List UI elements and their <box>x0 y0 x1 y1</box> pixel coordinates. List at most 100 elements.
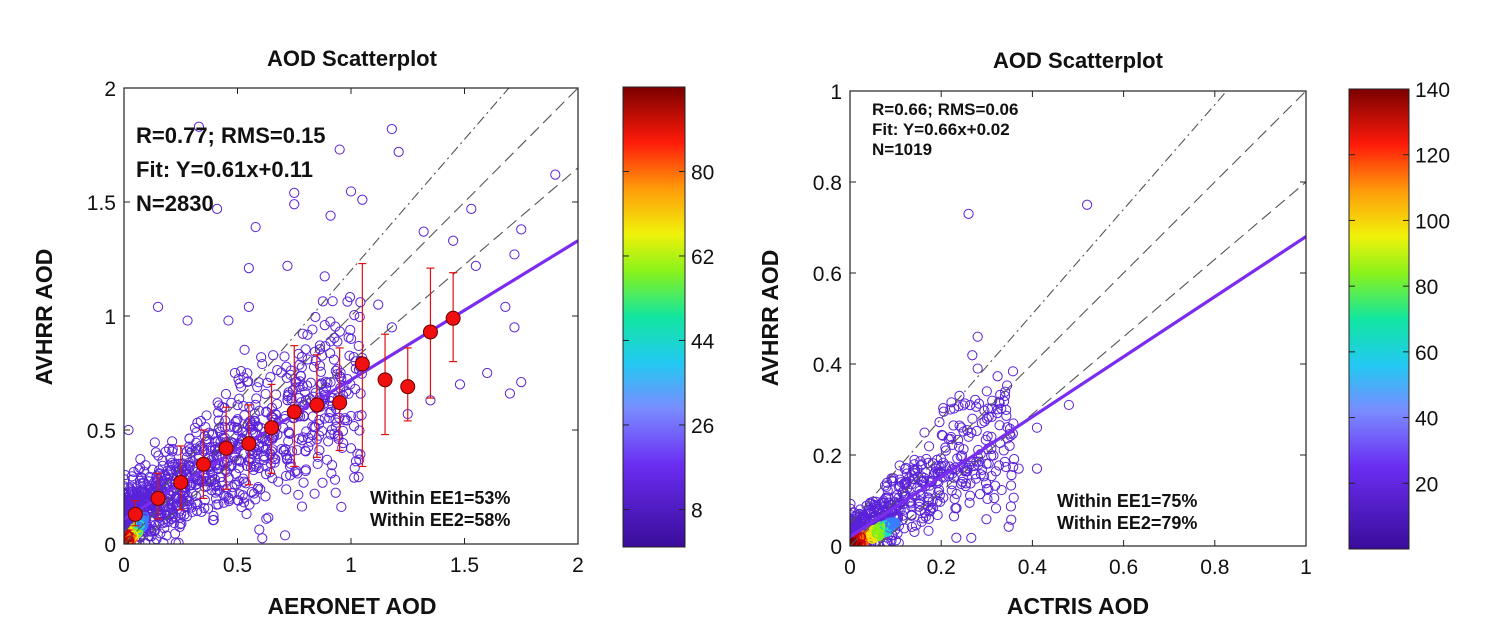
scatter-point <box>896 477 907 488</box>
colorbar-tick-label: 60 <box>1415 342 1438 365</box>
scatter-point <box>330 487 341 498</box>
scatter-point <box>261 461 272 472</box>
scatter-point <box>980 478 992 489</box>
colorbar-tick-label: 62 <box>691 246 714 269</box>
stat-correlation: R=0.77; RMS=0.15 <box>136 123 326 148</box>
colorbar-tick-label: 80 <box>1415 276 1438 299</box>
colorbar: 8 26 44 62 80 <box>622 86 715 548</box>
scatter-point <box>164 508 175 519</box>
scatter-point <box>957 476 968 487</box>
density-point <box>124 535 135 544</box>
scatter-point <box>1007 366 1019 377</box>
scatter-point <box>959 398 971 409</box>
scatter-point <box>240 478 252 489</box>
fit-line <box>850 235 1306 539</box>
scatter-point <box>124 499 135 510</box>
scatter-point <box>214 426 226 437</box>
scatter-point <box>281 454 293 465</box>
scatter-point <box>995 389 1006 400</box>
density-cloud <box>850 350 1020 546</box>
x-tick-label: 1.5 <box>450 554 479 577</box>
scatter-point <box>207 428 219 439</box>
scatter-point <box>243 301 254 312</box>
scatter-point <box>255 484 266 495</box>
scatter-point <box>269 457 280 468</box>
scatter-point <box>325 348 336 359</box>
scatter-point <box>356 410 367 421</box>
scatter-point <box>955 451 966 462</box>
scatter-point <box>208 510 219 522</box>
scatter-point <box>920 511 931 522</box>
scatter-point <box>167 446 178 457</box>
scatter-point <box>235 381 247 393</box>
scatter-point <box>982 403 994 414</box>
scatter-point <box>994 420 1005 431</box>
scatter-panel-aeronet: AOD Scatterplot 0 0.5 1 1.5 2 0 0.5 1 1.5 2 R=0.7… <box>31 46 715 619</box>
scatter-point <box>325 210 336 221</box>
scatter-point <box>963 431 974 442</box>
scatter-point <box>970 469 981 480</box>
scatter-point <box>183 457 195 468</box>
scatter-point <box>233 374 244 385</box>
scatter-point <box>152 301 164 312</box>
y-tick-label: 0.5 <box>87 420 116 443</box>
scatter-point <box>981 458 992 470</box>
scatter-point <box>923 525 934 536</box>
scatter-point <box>990 466 1002 477</box>
binned-mean-point <box>354 356 370 372</box>
y-tick-label: 0 <box>830 536 842 559</box>
stat-fit: Fit: Y=0.66x+0.02 <box>872 120 1010 139</box>
scatter-point <box>254 405 265 416</box>
scatter-point <box>124 515 131 526</box>
scatter-point <box>296 397 307 408</box>
scatter-point <box>893 492 904 504</box>
scatter-point <box>928 502 939 513</box>
scatter-point <box>295 371 307 382</box>
scatter-point <box>201 410 212 421</box>
scatter-point <box>349 472 360 483</box>
scatter-point <box>158 537 169 544</box>
binned-mean-point <box>264 420 280 436</box>
scatter-point <box>319 271 330 282</box>
binned-mean-point <box>400 379 416 395</box>
scatter-point <box>286 446 298 457</box>
scatter-point <box>999 456 1010 467</box>
scatter-point <box>124 469 131 481</box>
scatter-point <box>302 354 313 365</box>
scatter-point <box>150 447 161 458</box>
scatter-point <box>466 203 477 214</box>
scatter-point <box>238 497 250 508</box>
density-point <box>886 518 897 529</box>
scatter-point <box>252 448 263 460</box>
scatter-point <box>307 324 318 335</box>
scatter-point <box>262 377 273 388</box>
scatter-point <box>264 467 276 478</box>
scatter-point <box>170 537 181 544</box>
scatter-point <box>910 520 922 531</box>
binned-mean-point <box>309 397 325 413</box>
y-axis-label: AVHRR AOD <box>31 249 57 386</box>
y-tick-label: 2 <box>104 78 116 101</box>
scatter-point <box>147 506 158 518</box>
scatter-point <box>981 413 992 424</box>
scatter-point <box>874 499 885 510</box>
scatter-point <box>963 208 974 219</box>
scatter-point <box>213 415 224 426</box>
scatter-point <box>935 453 946 464</box>
scatter-point <box>341 386 352 397</box>
scatter-point <box>916 459 927 470</box>
scatter-point <box>504 388 515 399</box>
scatter-point <box>322 377 333 388</box>
scatter-point <box>164 443 175 455</box>
scatter-point <box>253 463 264 474</box>
scatter-point <box>344 350 355 361</box>
scatter-point <box>136 472 147 483</box>
scatter-point <box>1008 492 1019 503</box>
binned-mean-point <box>173 474 189 490</box>
scatter-point <box>906 470 917 481</box>
scatter-point <box>899 464 911 475</box>
x-axis-label: ACTRIS AOD <box>1007 593 1149 619</box>
colorbar-tick-label: 100 <box>1415 210 1450 233</box>
y-axis-label: AVHRR AOD <box>757 250 783 387</box>
scatter-point <box>213 407 224 418</box>
